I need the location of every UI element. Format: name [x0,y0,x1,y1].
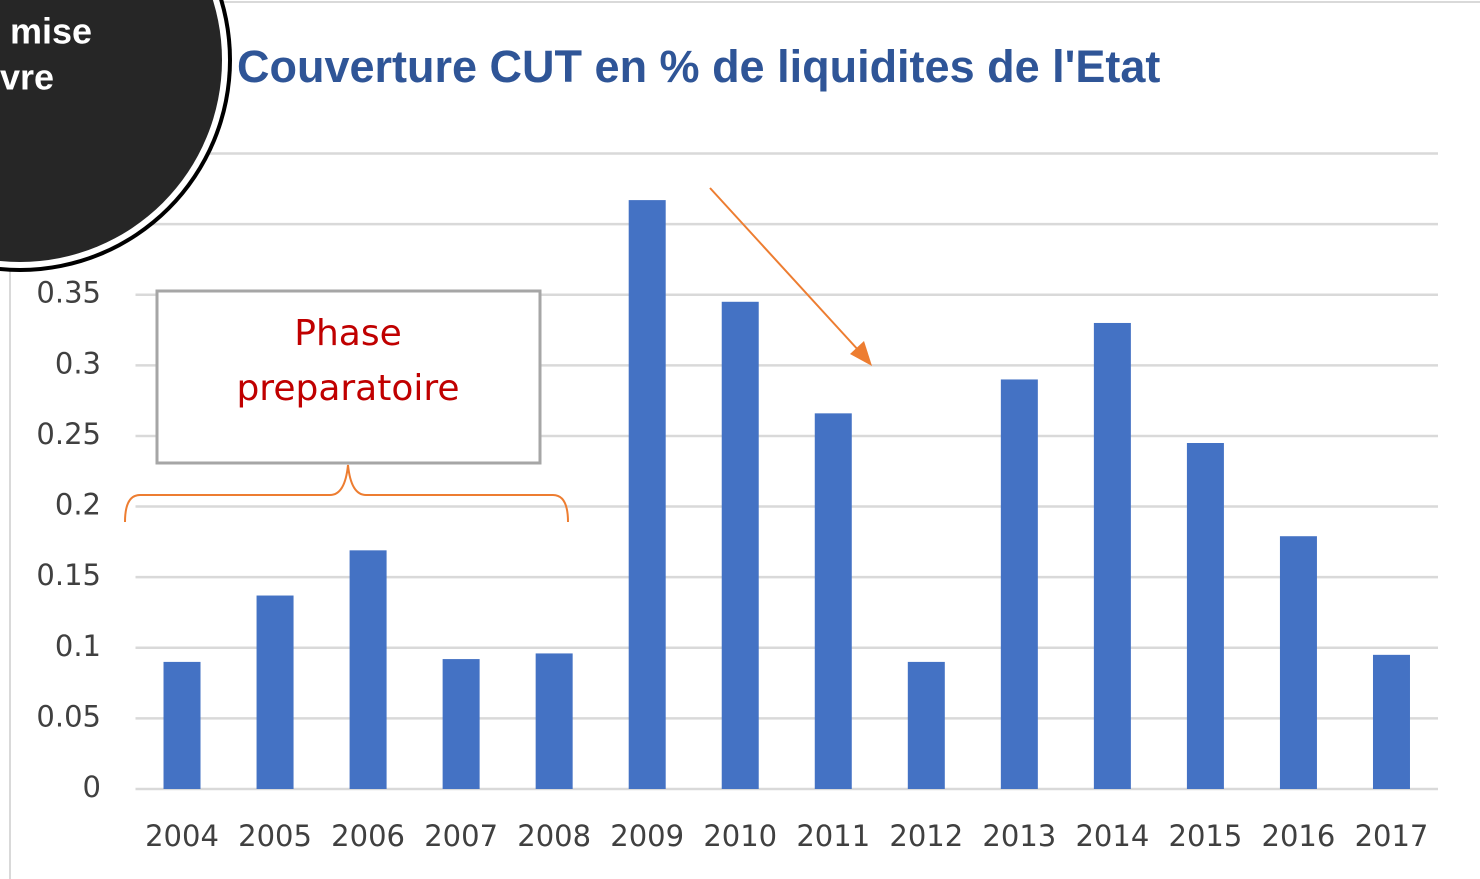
x-tick-label: 2011 [796,819,870,853]
bar [814,413,852,789]
annotation-text: Phase [294,313,402,354]
bar [535,653,573,789]
badge-text: mise [10,11,92,52]
bar [1000,379,1038,789]
circle-badge [0,0,222,262]
y-tick-label: 0.35 [36,276,101,310]
y-tick-label: 0 [83,770,101,804]
x-tick-label: 2013 [982,819,1056,853]
y-tick-label: 0.25 [36,417,101,451]
arrow-head [850,341,872,366]
bar [1186,443,1224,789]
x-tick-label: 2016 [1262,819,1336,853]
x-tick-label: 2012 [889,819,963,853]
x-tick-label: 2010 [703,819,777,853]
bar [256,595,294,789]
y-tick-label: 0.2 [55,488,101,522]
bar [442,659,480,789]
bar [721,301,759,789]
annotation-text: preparatoire [236,368,459,409]
arrow-line [709,187,861,353]
bar [1372,654,1410,789]
x-tick-label: 2004 [145,819,219,853]
bar [1093,322,1131,789]
bar [1279,536,1317,789]
y-tick-label: 0.1 [55,629,101,663]
plot-area: 00.050.10.150.20.250.30.350.40.452004200… [36,135,1438,853]
x-tick-label: 2005 [238,819,312,853]
bar [349,550,387,789]
brace [124,464,569,523]
x-tick-label: 2017 [1355,819,1429,853]
x-tick-label: 2009 [610,819,684,853]
x-tick-label: 2015 [1169,819,1243,853]
y-tick-label: 0.05 [36,699,101,733]
bar [907,661,945,789]
x-tick-label: 2014 [1075,819,1149,853]
bar [163,661,201,789]
x-tick-label: 2007 [424,819,498,853]
x-tick-label: 2006 [331,819,405,853]
x-tick-label: 2008 [517,819,591,853]
annotation-box [155,289,542,465]
badge-text: vre [0,57,54,98]
bar [628,200,666,789]
y-tick-label: 0.15 [36,558,101,592]
chart-title: Couverture CUT en % de liquidites de l'E… [237,41,1160,92]
y-tick-label: 0.3 [55,346,101,380]
